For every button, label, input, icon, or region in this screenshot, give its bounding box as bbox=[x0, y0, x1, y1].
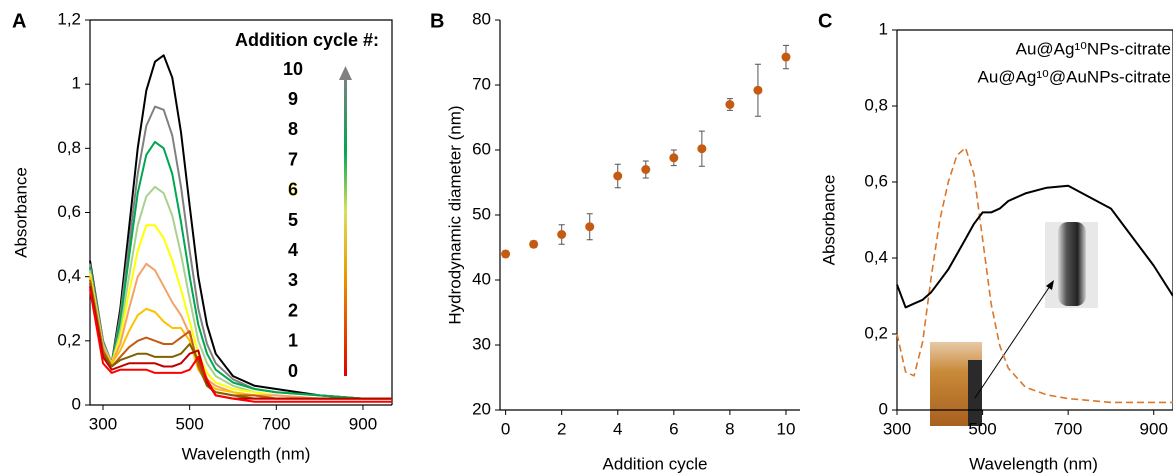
series-line bbox=[89, 286, 392, 400]
x-tick-label: 8 bbox=[725, 419, 734, 438]
legend-label: Au@Ag¹⁰NPs-citrate bbox=[1016, 39, 1171, 58]
x-axis-title: Addition cycle bbox=[603, 454, 708, 473]
legend-label: 7 bbox=[288, 149, 298, 169]
x-tick-label: 0 bbox=[501, 419, 510, 438]
y-axis-title: Absorbance bbox=[11, 167, 30, 258]
y-tick-label: 30 bbox=[472, 334, 491, 353]
legend-label: 0 bbox=[288, 361, 298, 381]
y-tick-label: 0,4 bbox=[57, 266, 81, 285]
legend-label: 8 bbox=[288, 119, 298, 139]
y-tick-label: 0,2 bbox=[57, 330, 81, 349]
y-tick-label: 0 bbox=[72, 394, 81, 413]
y-tick-label: 1 bbox=[72, 74, 81, 93]
x-axis-title: Wavelength (nm) bbox=[182, 444, 311, 463]
y-tick-label: 50 bbox=[472, 204, 491, 223]
legend-label: 6 bbox=[288, 180, 298, 200]
x-tick-label: 500 bbox=[175, 414, 203, 433]
legend-arrow bbox=[339, 66, 352, 376]
y-tick-label: 0,2 bbox=[864, 323, 888, 342]
legend-label: 1 bbox=[288, 331, 298, 351]
point bbox=[501, 249, 511, 259]
y-tick-label: 80 bbox=[472, 9, 491, 28]
x-tick-label: 700 bbox=[262, 414, 290, 433]
series-line bbox=[89, 140, 392, 400]
point bbox=[613, 171, 623, 181]
point bbox=[557, 230, 567, 239]
panel-label: C bbox=[818, 10, 832, 32]
y-axis-title: Absorbance bbox=[819, 175, 838, 266]
x-tick-label: 300 bbox=[883, 419, 911, 438]
x-tick-label: 900 bbox=[1140, 419, 1168, 438]
x-tick-label: 2 bbox=[557, 419, 566, 438]
y-tick-label: 1,2 bbox=[57, 9, 81, 28]
series-line bbox=[896, 184, 1173, 309]
series-line bbox=[89, 224, 392, 400]
series-line bbox=[89, 262, 392, 400]
point bbox=[585, 222, 595, 232]
y-tick-label: 60 bbox=[472, 139, 491, 158]
panel-label: B bbox=[430, 10, 444, 32]
x-axis-title: Wavelength (nm) bbox=[969, 454, 1098, 473]
y-tick-label: 40 bbox=[472, 269, 491, 288]
point bbox=[641, 165, 651, 174]
series-line bbox=[89, 54, 392, 400]
panel-label: A bbox=[12, 10, 26, 32]
y-tick-label: 20 bbox=[472, 399, 491, 418]
y-tick-label: 0,8 bbox=[864, 95, 888, 114]
y-tick-label: 0,6 bbox=[57, 202, 81, 221]
x-tick-label: 6 bbox=[669, 419, 678, 438]
y-tick-label: 70 bbox=[472, 74, 491, 93]
y-tick-label: 0,8 bbox=[57, 138, 81, 157]
legend-label: 9 bbox=[288, 89, 298, 109]
y-tick-label: 1 bbox=[879, 19, 888, 38]
point bbox=[697, 144, 707, 154]
point bbox=[753, 85, 763, 95]
legend-label: 4 bbox=[288, 240, 298, 260]
series-line bbox=[896, 147, 1173, 404]
series-line bbox=[89, 289, 392, 403]
y-tick-label: 0,6 bbox=[864, 171, 888, 190]
legend-label: 10 bbox=[283, 59, 303, 79]
point bbox=[725, 100, 735, 109]
x-tick-label: 700 bbox=[1054, 419, 1082, 438]
legend-label: 2 bbox=[288, 300, 298, 320]
point bbox=[669, 153, 679, 163]
y-tick-label: 0 bbox=[879, 399, 888, 418]
inset-photo bbox=[930, 222, 1098, 426]
x-tick-label: 900 bbox=[349, 414, 377, 433]
x-tick-label: 500 bbox=[968, 419, 996, 438]
legend-label: 3 bbox=[288, 270, 298, 290]
series-line bbox=[89, 279, 392, 400]
y-axis-title: Hydrodynamic diameter (nm) bbox=[445, 105, 464, 324]
axis bbox=[499, 20, 800, 411]
legend-label: 5 bbox=[288, 210, 298, 230]
x-tick-label: 4 bbox=[613, 419, 622, 438]
x-tick-label: 10 bbox=[777, 419, 796, 438]
x-tick-label: 300 bbox=[89, 414, 117, 433]
y-tick-label: 0,4 bbox=[864, 247, 888, 266]
point bbox=[781, 52, 791, 62]
point bbox=[529, 239, 539, 249]
legend-label: Au@Ag¹⁰@AuNPs-citrate bbox=[978, 67, 1171, 86]
legend-title: Addition cycle #: bbox=[235, 30, 379, 50]
